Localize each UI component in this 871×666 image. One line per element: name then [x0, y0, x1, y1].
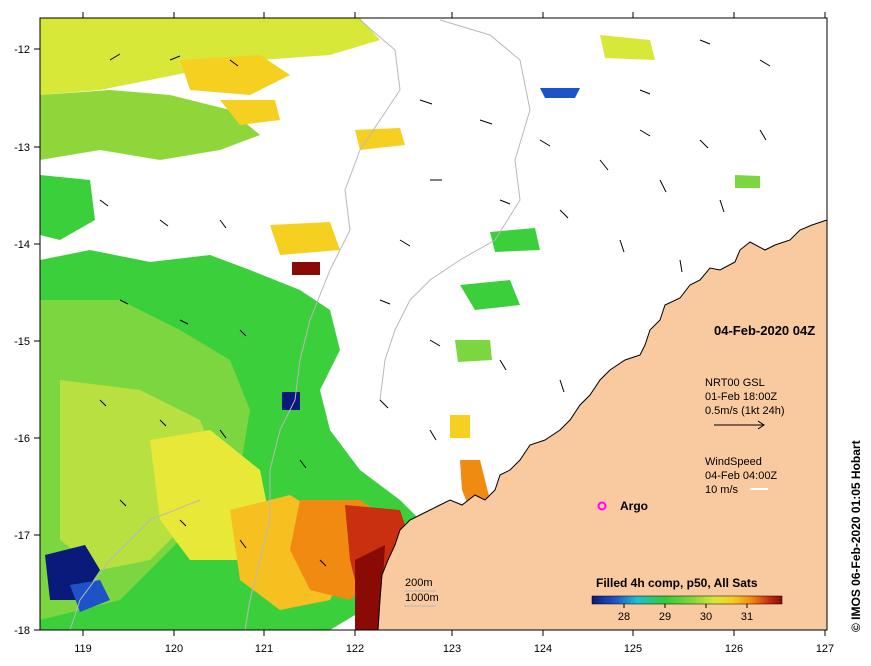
vector-arrows: [99, 39, 771, 567]
colorbar-tick: 30: [700, 611, 712, 623]
current-scale-arrow: [714, 420, 765, 430]
y-tick-label: -14: [14, 239, 30, 251]
plot-frame: [39, 17, 828, 631]
colorbar-tick: 31: [741, 611, 753, 623]
wind-scale-label: 10 m/s: [705, 484, 739, 496]
y-tick-label: -18: [14, 625, 30, 637]
wind-time: 04-Feb 04:00Z: [705, 470, 777, 482]
wind-title: WindSpeed: [705, 456, 762, 468]
contour-200-label: 200m: [405, 577, 433, 589]
x-tick-label: 124: [534, 643, 552, 655]
current-title: NRT00 GSL: [705, 377, 765, 389]
argo-label: Argo: [620, 499, 648, 513]
x-tick-label: 126: [725, 643, 743, 655]
colorbar-tick: 29: [659, 611, 671, 623]
axis-ticks: [34, 12, 826, 636]
x-tick-label: 121: [255, 643, 273, 655]
argo-marker: [597, 501, 607, 511]
y-tick-label: -12: [14, 44, 30, 56]
land-mass: [377, 219, 827, 630]
timestamp-label: 04-Feb-2020 04Z: [714, 323, 815, 338]
colorbar-title: Filled 4h comp, p50, All Sats: [596, 576, 758, 590]
x-tick-label: 119: [74, 643, 92, 655]
contour-1000-label: 1000m: [405, 592, 439, 604]
x-tick-label: 123: [443, 643, 461, 655]
x-tick-label: 120: [165, 643, 183, 655]
x-tick-label: 125: [624, 643, 642, 655]
y-tick-label: -17: [14, 530, 30, 542]
current-scale-label: 0.5m/s (1kt 24h): [705, 405, 784, 417]
x-tick-label: 122: [346, 643, 364, 655]
y-tick-label: -15: [14, 336, 30, 348]
y-tick-label: -13: [14, 142, 30, 154]
colorbar-tick: 28: [618, 611, 630, 623]
current-time: 01-Feb 18:00Z: [705, 391, 777, 403]
bathymetry-contours: [69, 19, 531, 630]
plot-area: [40, 18, 827, 630]
x-tick-label: 127: [816, 643, 834, 655]
colorbar: [591, 595, 783, 605]
y-tick-label: -16: [14, 433, 30, 445]
credit-text: © IMOS 06-Feb-2020 01:05 Hobart: [849, 440, 863, 632]
